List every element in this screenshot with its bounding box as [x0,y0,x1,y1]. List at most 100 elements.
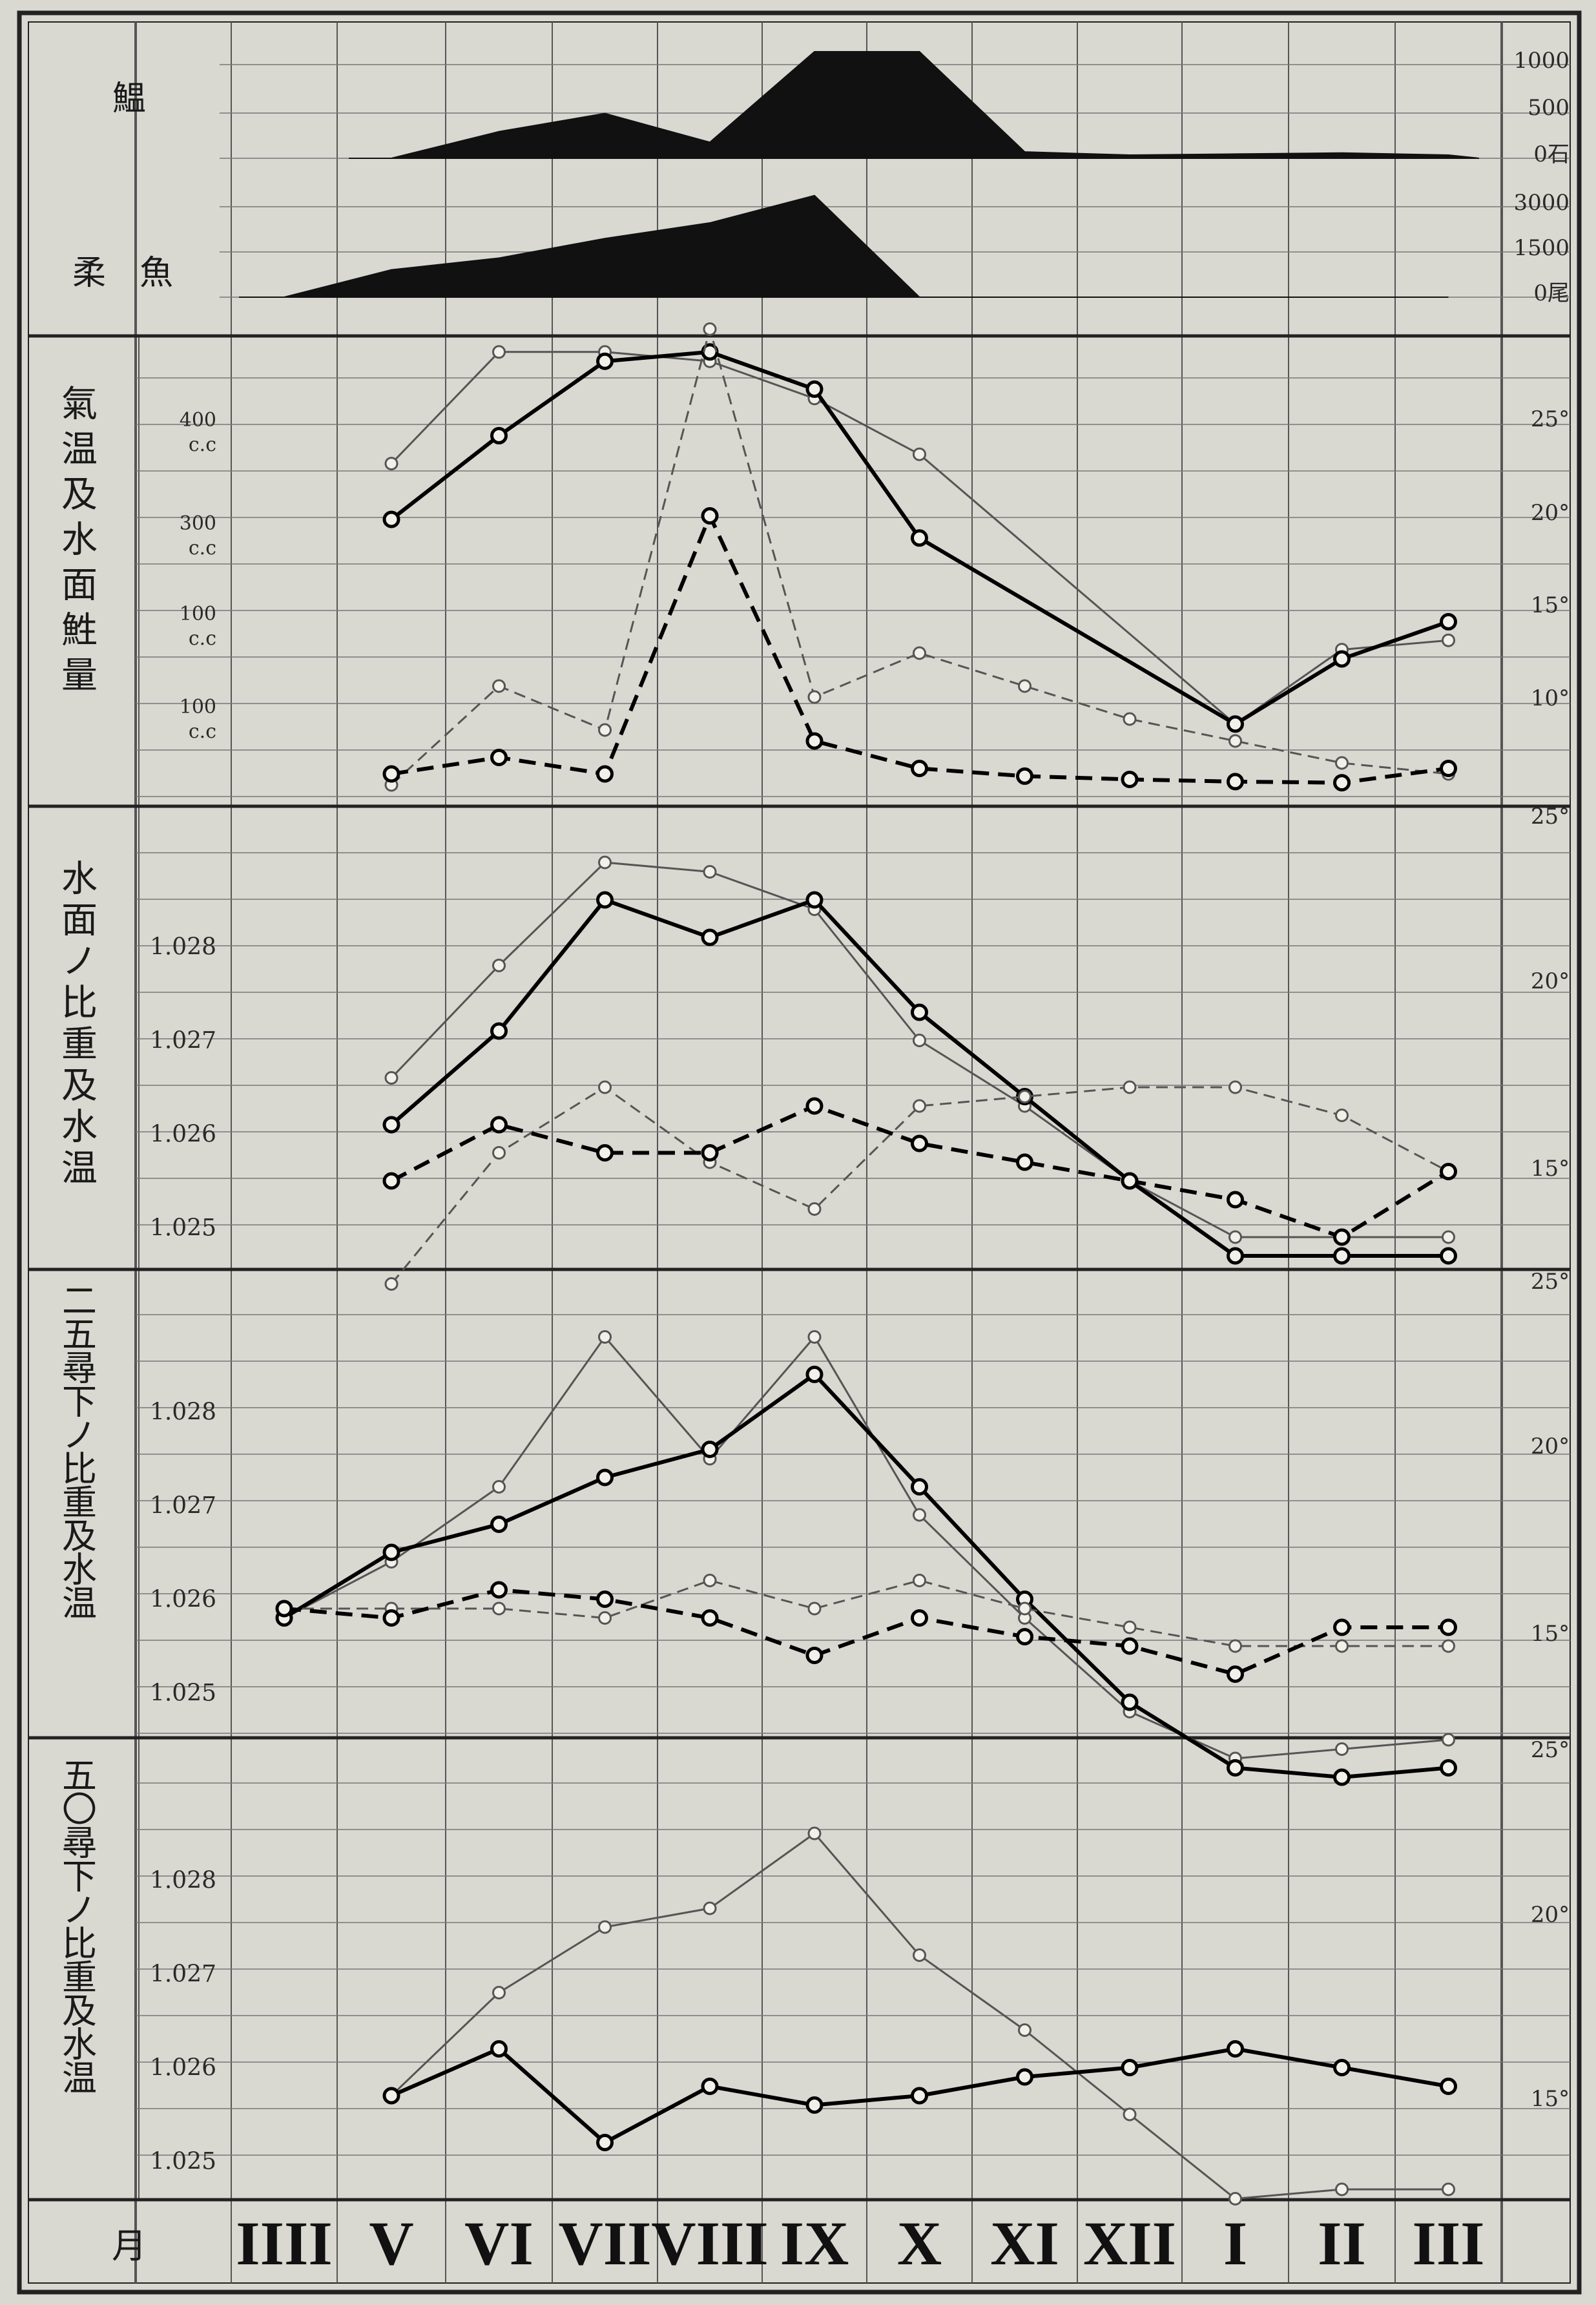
d50-series-1-point [492,1986,506,1999]
d25-series-1-point [913,1508,926,1522]
d25-series-4-point [596,1591,614,1608]
month-label: XI [990,2209,1059,2278]
air-series-3-point [492,679,506,693]
surface-series-2-point [1333,1247,1351,1265]
d25-series-1-point [1335,1742,1349,1756]
surface-series-2-point [1440,1247,1457,1265]
d50-series-1-point [913,1948,926,1962]
air-series-3-point [1018,679,1031,693]
d50-series-2-point [1333,2059,1351,2076]
air-series-3-point [1228,734,1242,748]
surface-series-4-point [1440,1163,1457,1180]
d50-series-2-point [596,2134,614,2151]
d50-right-tick: 15° [1531,2086,1570,2112]
d50-series-1-point [703,1901,717,1915]
air-series-2-point [1227,715,1244,733]
air-series-2-point [1333,650,1351,668]
surface-series-1-point [384,1071,399,1085]
air-right-tick: 20° [1531,500,1570,526]
surface-series-3-line [390,1086,1449,1285]
d25-right-tick: 25° [1531,1269,1570,1295]
d50-series-1-point [1335,2182,1349,2196]
grid [17,10,1582,2295]
air-series-2-point [911,529,928,547]
d25-series-2-point [805,1366,824,1383]
d25-series-3-point [1018,1601,1031,1616]
d25-series-2-point [1440,1759,1457,1777]
surface-series-4-point [805,1097,824,1115]
air-series-4-point [596,765,614,783]
air-series-4-point [1121,771,1139,788]
surface-series-4-point [701,1144,719,1162]
d25-series-3-point [1335,1639,1349,1653]
d25-series-4-point [1440,1618,1457,1636]
surface-series-2-point [701,928,719,946]
d25-series-4-point [1016,1628,1033,1645]
d50-series-1-point [598,1920,612,1934]
surface-series-3-point [1123,1080,1137,1094]
air-series-2-point [805,380,824,398]
d25-series-3-point [598,1611,612,1625]
squid-label: 柔 魚 [72,254,173,293]
month-axis-label: 月 [112,2226,147,2266]
air-right-tick: 25° [1531,406,1570,432]
d25-right-tick: 20° [1531,1434,1570,1459]
surface-series-4-point [382,1172,400,1190]
d25-right-tick: 15° [1531,1621,1570,1647]
surface-series-4-point [911,1134,928,1152]
d50-series-2-point [1121,2059,1139,2076]
air-series-1-point [1442,633,1455,647]
d50-panel-label: 五〇尋下ノ比重及水温 [56,1757,97,2093]
air-series-4-point [911,760,928,777]
squid-catch-area [239,194,1449,298]
surface-left-tick: 1.026 [150,1121,216,1148]
air-series-3-point [1123,712,1137,726]
d25-series-2-point [596,1468,614,1486]
month-label: VI [464,2209,534,2278]
surface-right-tick: 20° [1531,968,1570,994]
air-series-2-point [382,510,400,528]
inner-frame [28,21,1571,2284]
surface-series-3-point [807,1202,822,1216]
surface-series-4-point [1333,1228,1351,1246]
d25-series-4-point [1121,1637,1139,1655]
d25-series-1-point [1442,1733,1455,1747]
d25-series-2-point [490,1516,508,1533]
air-left-tick: 100 [180,603,216,625]
surface-series-1-point [598,855,612,870]
air-right-tick: 10° [1531,685,1570,711]
surface-series-4-point [1016,1153,1033,1171]
d25-series-4-point [805,1647,824,1664]
air-panel-label: 氣温及水面鮏量 [56,384,98,701]
surface-series-4-point [596,1144,614,1162]
d50-series-2-point [701,2078,719,2095]
d25-series-2-point [701,1441,719,1458]
d25-series-3-point [1228,1639,1242,1653]
surface-series-3-point [384,1277,399,1291]
d25-series-2-point [1121,1693,1139,1711]
air-series-4-point [701,507,719,525]
air-series-4-point [1016,767,1033,785]
catch-right-tick: 1000 [1513,48,1570,74]
surface-series-3-point [598,1080,612,1094]
d50-series-2-point [1016,2068,1033,2086]
air-series-3-point [1335,756,1349,770]
d50-series-2-point [1227,2040,1244,2058]
air-series-2-point [490,426,508,444]
d25-series-4-point [490,1581,508,1599]
surface-series-4-point [490,1116,508,1134]
air-series-4-point [382,765,400,783]
month-label: IX [780,2209,849,2278]
surface-left-tick: 1.025 [150,1215,216,1242]
month-label: IIII [236,2209,332,2278]
series-layer [275,322,1457,2206]
surface-series-3-point [1228,1080,1242,1094]
surface-series-2-point [911,1003,928,1021]
d25-series-4-point [701,1609,719,1627]
d50-series-2-point [805,2096,824,2114]
d25-left-tick: 1.025 [150,1680,216,1707]
air-series-4-point [490,749,508,766]
surface-left-tick: 1.027 [150,1028,216,1054]
d25-series-1-line [284,1336,1449,1760]
air-series-3-point [807,690,822,704]
